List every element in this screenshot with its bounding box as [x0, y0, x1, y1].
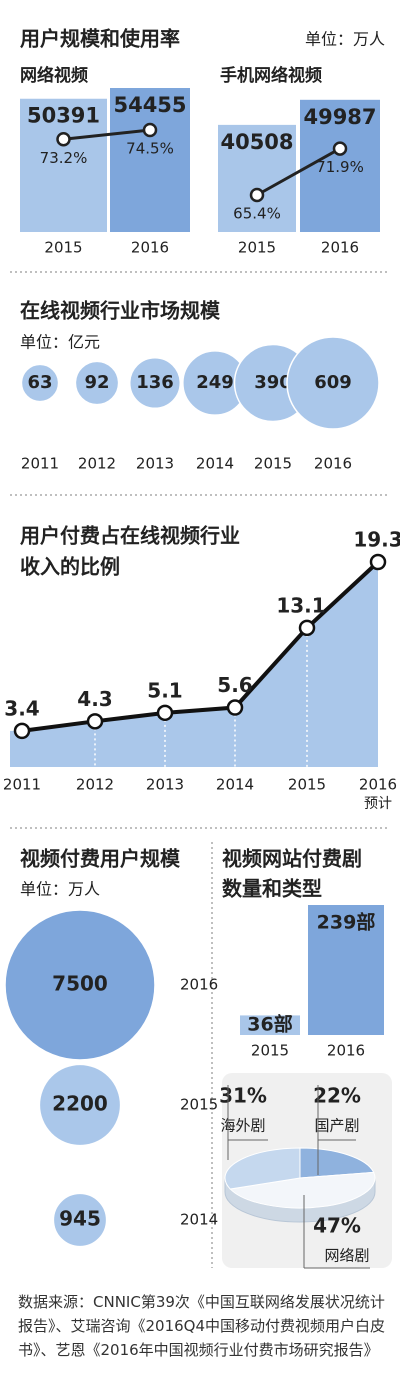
- chart-title: 用户规模和使用率: [20, 27, 180, 51]
- value-label: 47%: [313, 1214, 361, 1238]
- category-label: 网络剧: [324, 1247, 369, 1265]
- bar: [240, 1015, 300, 1035]
- x-note: 预计: [364, 796, 392, 812]
- value-label: 49987: [303, 105, 376, 129]
- x-tick-label: 2013: [146, 776, 184, 794]
- dot: [13, 722, 31, 740]
- bubble: [286, 336, 380, 430]
- x-tick-label: 2012: [78, 455, 116, 473]
- x-tick-label: 2015: [238, 239, 276, 257]
- bar: [218, 124, 296, 232]
- x-tick-label: 2012: [76, 776, 114, 794]
- value-label: 92: [84, 372, 109, 393]
- x-tick-label: 2016: [327, 1042, 365, 1060]
- chart-title: 视频网站付费剧: [222, 847, 362, 871]
- chart-title: 视频付费用户规模: [20, 847, 181, 871]
- x-tick-label: 2011: [3, 776, 41, 794]
- x-tick-label: 2015: [288, 776, 326, 794]
- x-tick-label: 2014: [196, 455, 234, 473]
- value-label: 50391: [27, 104, 100, 128]
- value-label: 390: [254, 372, 292, 393]
- dot: [298, 619, 316, 637]
- pie-slice: [229, 1171, 376, 1209]
- unit-label: 单位：亿元: [20, 333, 100, 352]
- rate-dot: [249, 187, 265, 203]
- value-label: 5.1: [147, 678, 182, 702]
- chart-subtitle: 网络视频: [20, 65, 88, 86]
- rate-label: 73.2%: [40, 149, 88, 167]
- value-label: 22%: [313, 1084, 361, 1108]
- bubble: [4, 909, 156, 1061]
- bar: [308, 905, 384, 1035]
- bubble: [38, 1063, 122, 1147]
- x-tick-label: 2013: [136, 455, 174, 473]
- chart-title: 在线视频行业市场规模: [20, 299, 221, 323]
- x-tick-label: 2011: [21, 455, 59, 473]
- x-tick-label: 2015: [251, 1042, 289, 1060]
- bar: [20, 98, 107, 232]
- bar: [300, 99, 380, 232]
- bar: [110, 88, 190, 232]
- rate-dot: [332, 141, 348, 156]
- unit-label: 单位：万人: [305, 30, 385, 49]
- value-label: 2200: [52, 1092, 108, 1116]
- pie-slice: [224, 1147, 301, 1190]
- value-label: 609: [314, 372, 352, 393]
- y-tick-label: 2016: [180, 976, 218, 994]
- area: [10, 562, 378, 767]
- value-label: 19.3: [353, 528, 400, 552]
- bubble: [52, 1192, 108, 1248]
- marks: 用户规模和使用率 单位：万人网络视频50391201554455201673.2%…: [3, 27, 400, 1269]
- dot: [156, 704, 174, 722]
- x-tick-label: 2016: [359, 776, 397, 794]
- y-tick-label: 2015: [180, 1096, 218, 1114]
- unit-label: 单位：万人: [20, 880, 100, 899]
- x-tick-label: 2015: [44, 239, 82, 257]
- value-label: 54455: [113, 93, 186, 117]
- category-label: 海外剧: [220, 1117, 265, 1135]
- rate-label: 74.5%: [126, 140, 174, 158]
- x-tick-label: 2015: [254, 455, 292, 473]
- value-label: 3.4: [4, 696, 39, 720]
- x-tick-label: 2016: [321, 239, 359, 257]
- value-label: 63: [27, 372, 52, 393]
- x-tick-label: 2016: [314, 455, 352, 473]
- rate-dot: [142, 122, 158, 138]
- value-label: 249: [196, 372, 234, 393]
- x-tick-label: 2014: [216, 776, 254, 794]
- category-label: 国产剧: [314, 1117, 359, 1135]
- line: [21, 560, 380, 733]
- value-label: 36部: [247, 1013, 292, 1036]
- rate-label: 71.9%: [316, 158, 364, 176]
- bubble: [20, 363, 60, 403]
- x-tick-label: 2016: [131, 239, 169, 257]
- value-label: 945: [59, 1207, 101, 1231]
- rate-dot: [56, 132, 71, 147]
- dot: [226, 699, 244, 716]
- rate-line: [63, 128, 151, 141]
- y-tick-label: 2014: [180, 1211, 218, 1229]
- chart-title: 收入的比例: [20, 555, 120, 579]
- chart-title: 数量和类型: [222, 877, 322, 901]
- chart-title: 用户付费占在线视频行业: [20, 524, 240, 548]
- source-note: 数据来源：CNNIC第39次《中国互联网络发展状况统计报告》、艾瑞咨询《2016…: [18, 1293, 386, 1359]
- dot: [369, 553, 387, 571]
- rate-line: [256, 147, 341, 197]
- value-label: 239部: [317, 911, 376, 934]
- bubble: [74, 360, 120, 406]
- value-label: 40508: [220, 130, 293, 154]
- chart-subtitle: 手机网络视频: [220, 65, 322, 86]
- value-label: 5.6: [217, 673, 252, 697]
- bubble: [128, 356, 182, 410]
- value-label: 13.1: [276, 593, 325, 617]
- value-label: 4.3: [77, 687, 112, 711]
- value-label: 136: [136, 372, 174, 393]
- rate-label: 65.4%: [233, 205, 281, 223]
- value-label: 31%: [219, 1084, 267, 1108]
- value-label: 7500: [52, 972, 108, 996]
- dot: [86, 713, 104, 730]
